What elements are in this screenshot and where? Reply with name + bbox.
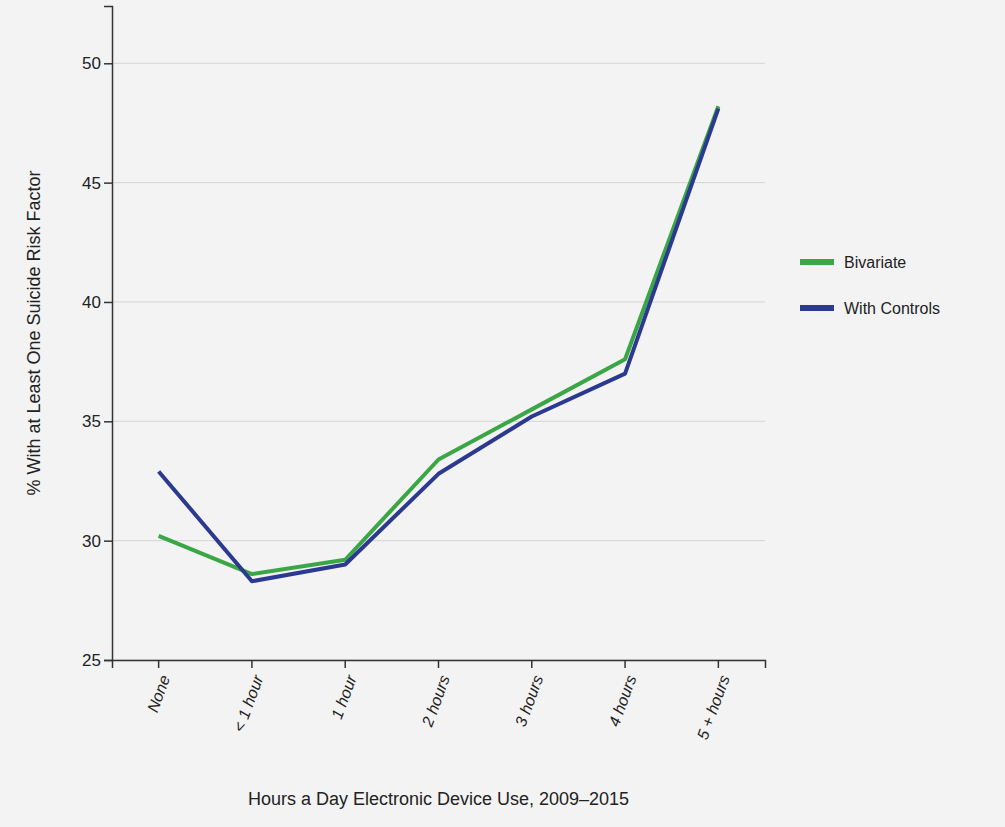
y-tick-label: 40 — [82, 293, 101, 312]
y-axis: 25 30 35 40 45 50 — [82, 7, 112, 670]
x-tick-label: 5 + hours — [694, 673, 733, 742]
y-tick: 50 — [82, 54, 112, 73]
y-tick-mark — [104, 63, 112, 65]
x-tick: < 1 hour — [230, 660, 266, 734]
x-tick-label: < 1 hour — [230, 672, 266, 734]
x-tick: 3 hours — [512, 660, 546, 729]
series-line — [159, 109, 719, 582]
x-tick-label: 3 hours — [512, 673, 546, 729]
x-tick-mark — [718, 660, 720, 668]
x-tick: 5 + hours — [694, 660, 733, 742]
x-tick-mark — [158, 660, 160, 668]
grid-line — [112, 182, 765, 183]
x-tick-mark — [344, 660, 346, 668]
series-line — [159, 106, 719, 574]
y-tick-mark — [104, 540, 112, 542]
x-tick-mark — [531, 660, 533, 668]
y-tick: 30 — [82, 532, 112, 551]
legend-swatch — [800, 259, 834, 265]
y-tick-label: 35 — [82, 412, 101, 431]
legend: Bivariate With Controls — [800, 254, 940, 317]
grid-line — [112, 63, 765, 64]
x-tick-label: 4 hours — [605, 673, 639, 729]
x-tick-mark — [624, 660, 626, 668]
y-tick-label: 30 — [82, 532, 101, 551]
x-tick: None — [144, 660, 173, 715]
lines — [159, 106, 719, 581]
y-tick-mark — [104, 421, 112, 423]
grid — [112, 63, 765, 660]
legend-label: With Controls — [844, 300, 940, 317]
grid-line — [112, 540, 765, 541]
grid-line — [112, 301, 765, 302]
y-axis-title: % With at Least One Suicide Risk Factor — [24, 170, 44, 495]
y-axis-line — [104, 7, 113, 661]
x-axis-line — [113, 661, 766, 669]
x-tick-mark — [251, 660, 253, 668]
x-tick-label: 2 hours — [418, 673, 453, 730]
x-axis: None < 1 hour 1 hour 2 hours 3 hours 4 hours 5… — [113, 660, 766, 742]
y-tick-label: 50 — [82, 54, 101, 73]
y-tick: 40 — [82, 293, 112, 312]
y-tick: 25 — [82, 651, 112, 670]
grid-line — [112, 421, 765, 422]
legend-swatch — [800, 305, 834, 311]
y-tick-mark — [104, 182, 112, 184]
x-tick: 4 hours — [605, 660, 639, 729]
x-tick-label: None — [144, 673, 173, 715]
chart: 25 30 35 40 45 50 None < 1 hour 1 hour 2 hours 3 h… — [0, 0, 1005, 827]
y-tick: 45 — [82, 174, 112, 193]
y-tick-mark — [104, 302, 112, 304]
x-tick: 1 hour — [328, 660, 360, 721]
y-tick-label: 25 — [82, 651, 101, 670]
x-tick-label: 1 hour — [328, 672, 360, 721]
y-tick: 35 — [82, 412, 112, 431]
x-tick-mark — [438, 660, 440, 668]
legend-label: Bivariate — [844, 254, 906, 271]
background — [0, 0, 1005, 827]
y-tick-mark — [104, 660, 112, 662]
y-tick-label: 45 — [82, 174, 101, 193]
x-axis-title: Hours a Day Electronic Device Use, 2009–… — [248, 789, 629, 809]
x-tick: 2 hours — [418, 660, 453, 730]
